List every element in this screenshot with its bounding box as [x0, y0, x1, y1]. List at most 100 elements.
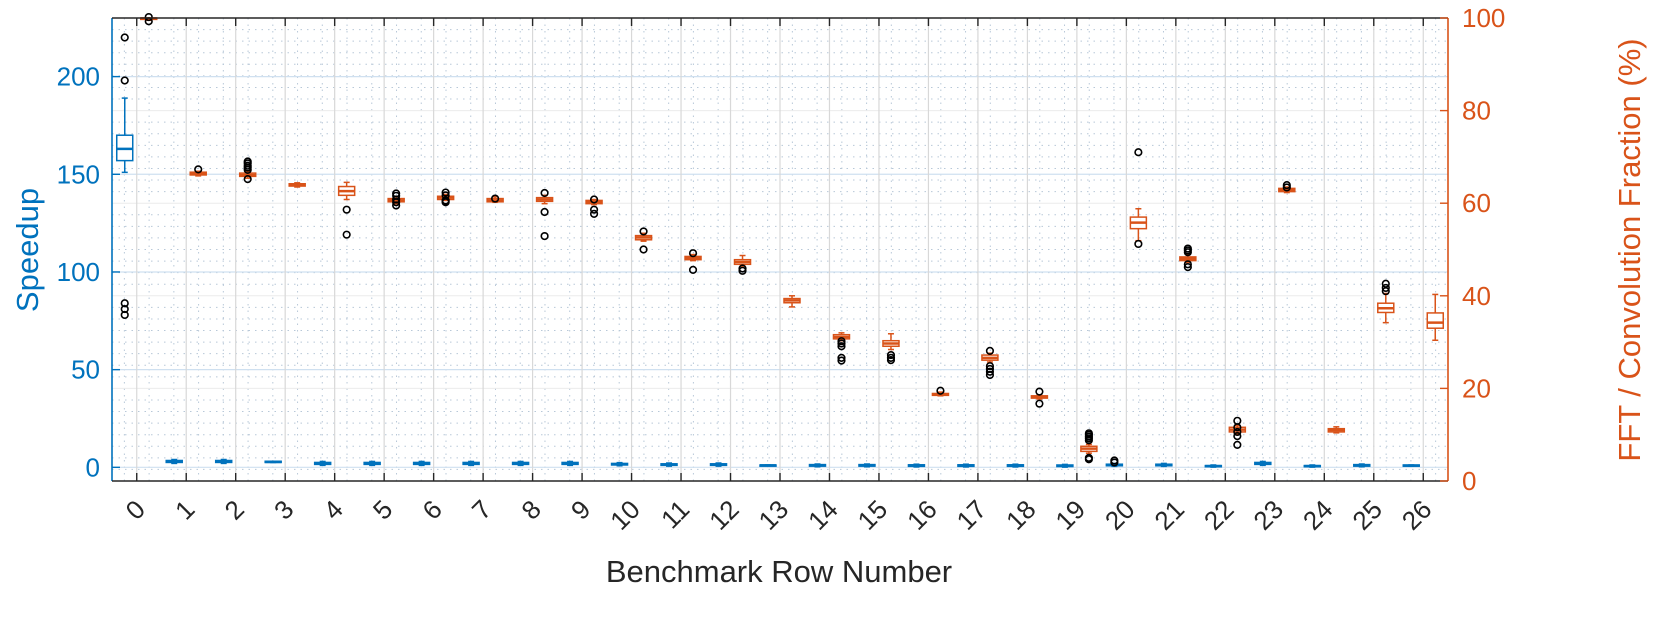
fraction-box-20 [1129, 148, 1148, 249]
speedup-box-21 [1155, 462, 1173, 468]
fraction-outlier [985, 367, 995, 376]
fraction-box-22 [1228, 416, 1247, 449]
x-axis-title: Benchmark Row Number [606, 554, 952, 589]
fraction-box-5 [387, 189, 405, 210]
speedup-box-20 [1105, 456, 1124, 468]
fraction-outlier [837, 356, 846, 365]
fraction-outlier [1183, 262, 1192, 272]
fraction-box-10 [634, 227, 653, 254]
x-tick-label: 16 [901, 494, 943, 536]
left-tick-label: 100 [57, 257, 100, 287]
fraction-outlier [1233, 423, 1242, 432]
fraction-outlier [342, 230, 351, 239]
fraction-outlier [540, 207, 549, 217]
fraction-outlier [985, 362, 995, 371]
x-tick-label: 5 [367, 494, 398, 525]
fraction-outlier [1381, 287, 1390, 296]
x-tick-label: 20 [1099, 494, 1141, 536]
y-axis-left-title: Speedup [10, 188, 45, 312]
fraction-box-3 [288, 182, 306, 188]
fraction-outlier [639, 245, 648, 254]
fraction-box-26 [1426, 293, 1445, 341]
fraction-outlier [243, 175, 252, 184]
x-tick-label: 17 [951, 494, 993, 536]
fraction-outlier [194, 165, 203, 174]
y-axis-right-title: FFT / Convolution Fraction (%) [1612, 38, 1647, 461]
right-tick-label: 100 [1462, 3, 1505, 33]
x-tick-label: 12 [703, 494, 745, 536]
fraction-outlier [688, 265, 698, 274]
fraction-outlier [392, 189, 401, 198]
fraction-outlier [441, 196, 450, 205]
fraction-outlier [1035, 387, 1044, 396]
fraction-outlier [540, 188, 549, 198]
fraction-box-25 [1377, 279, 1395, 324]
fraction-box-18 [1030, 387, 1049, 408]
fraction-box-21 [1179, 244, 1197, 272]
right-tick-label: 20 [1462, 373, 1491, 403]
fraction-box-13 [783, 295, 801, 308]
fraction-outlier [886, 356, 896, 365]
fraction-outlier [1381, 283, 1390, 293]
speedup-outlier [120, 33, 129, 42]
fraction-box-23 [1278, 181, 1296, 194]
x-tick-label: 1 [169, 494, 200, 525]
left-tick-label: 50 [71, 355, 100, 385]
fraction-outlier [1183, 260, 1192, 269]
speedup-box-7 [462, 460, 480, 467]
x-tick-label: 10 [604, 494, 646, 536]
speedup-box-14 [808, 463, 827, 468]
fraction-outlier [1381, 279, 1390, 288]
speedup-box-10 [610, 461, 629, 467]
speedup-box-6 [412, 460, 431, 467]
fraction-box-1 [189, 165, 207, 177]
fraction-outlier [243, 157, 252, 166]
x-tick-label: 6 [416, 494, 447, 525]
fraction-outlier [144, 12, 153, 22]
speedup-box-13 [759, 464, 777, 467]
x-tick-labels: 0 1 2 3 4 5 6 7 8 9 10 11 12 13 14 15 16 17 18 19 20 21 22 23 24… [120, 494, 1438, 536]
speedup-box-16 [907, 463, 926, 468]
speedup-box-9 [561, 460, 579, 467]
fraction-outlier [985, 370, 995, 380]
fraction-box-12 [733, 254, 752, 275]
fraction-box-2 [238, 157, 257, 184]
speedup-box-1 [165, 458, 183, 465]
speedup-box-17 [957, 463, 975, 468]
speedup-boxes [115, 33, 1421, 468]
fraction-outlier [738, 266, 747, 275]
fraction-outlier [540, 231, 549, 241]
fraction-box-8 [535, 188, 554, 241]
x-tick-label: 8 [515, 494, 546, 525]
x-tick-label: 9 [565, 494, 596, 525]
speedup-box-26 [1402, 464, 1421, 467]
fraction-box-11 [684, 249, 702, 274]
speedup-box-12 [709, 462, 728, 467]
fraction-outlier [837, 353, 846, 362]
fraction-box-17 [981, 346, 999, 380]
fraction-outlier [1233, 431, 1242, 441]
speedup-box-19 [1056, 463, 1074, 468]
fraction-outlier [1134, 239, 1143, 249]
fraction-outlier [441, 188, 450, 197]
x-tick-label: 26 [1396, 494, 1438, 536]
speedup-outlier [1110, 458, 1119, 467]
fraction-outlier [589, 209, 599, 218]
x-tick-label: 14 [802, 494, 844, 536]
fraction-box-6 [436, 188, 455, 207]
speedup-box-2 [214, 458, 233, 465]
fraction-outlier [589, 205, 599, 214]
x-tick-label: 23 [1247, 494, 1289, 536]
left-tick-label: 150 [57, 159, 100, 189]
fraction-outlier [1233, 440, 1242, 449]
x-tick-label: 4 [317, 494, 348, 525]
fraction-outlier [936, 386, 945, 395]
x-tick-label: 3 [268, 494, 299, 525]
speedup-box-0 [115, 33, 134, 320]
fraction-outlier [1282, 183, 1291, 192]
x-tick-label: 7 [466, 494, 497, 525]
x-tick-label: 11 [655, 494, 695, 534]
left-tick-label: 0 [86, 452, 100, 482]
fraction-outlier [1183, 244, 1192, 253]
fraction-box-24 [1327, 426, 1346, 434]
